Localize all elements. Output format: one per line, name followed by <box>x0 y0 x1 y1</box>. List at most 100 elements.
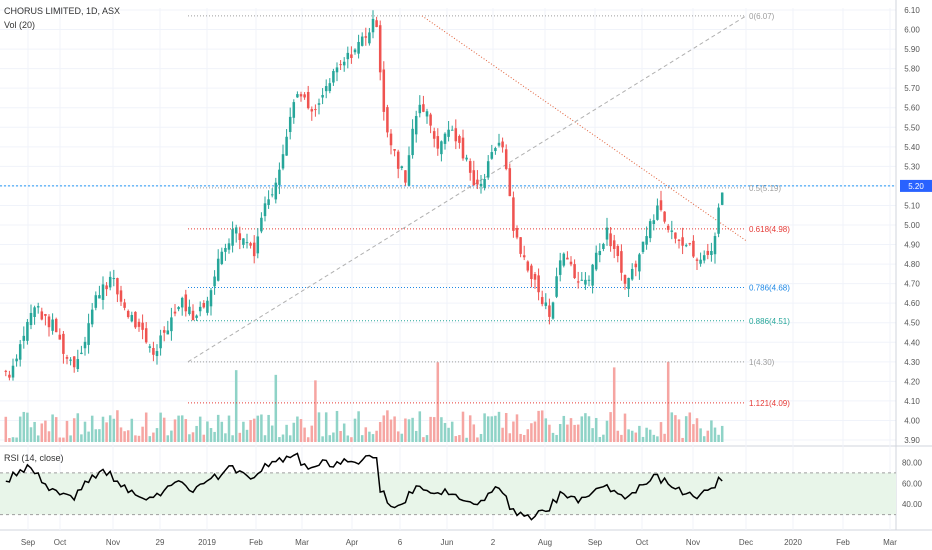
volume-bar <box>11 437 15 442</box>
symbol-title[interactable]: CHORUS LIMITED, 1D, ASX <box>4 6 121 16</box>
volume-bars <box>4 361 724 442</box>
rsi-line <box>5 452 723 521</box>
candle-body <box>44 313 47 316</box>
candle-body <box>260 217 263 232</box>
candle-body <box>623 274 627 284</box>
candle-body <box>659 200 663 210</box>
candle-body <box>33 307 36 317</box>
volume-bar <box>94 429 98 442</box>
rsi-legend[interactable]: RSI (14, close) <box>4 453 64 463</box>
volume-bar <box>515 414 519 442</box>
candle-body <box>411 128 414 156</box>
rsi-tick-label: 60.00 <box>902 479 923 488</box>
candle-body <box>638 254 641 272</box>
price-axis[interactable]: 6.10 6.00 5.90 5.80 5.70 5.60 5.50 5.40 5.30 5.20… <box>902 6 923 509</box>
volume-bar <box>479 433 483 442</box>
candle-body <box>591 264 594 286</box>
fib-level-label: 1.121(4.09) <box>749 399 790 408</box>
candle-body <box>594 252 598 270</box>
candle-body <box>184 294 188 312</box>
volume-bar <box>80 434 83 442</box>
volume-bar <box>450 421 454 442</box>
candle-body <box>105 285 108 290</box>
volume-bar <box>544 418 548 442</box>
volume-bar <box>252 418 256 442</box>
candle-body <box>616 246 620 256</box>
candle-body <box>29 312 33 326</box>
candle-body <box>285 136 288 156</box>
volume-bar <box>278 437 281 442</box>
volume-bar <box>321 436 324 442</box>
volume-bar <box>454 436 458 442</box>
candle-body <box>270 194 274 196</box>
candle-body <box>213 276 216 287</box>
candle-body <box>108 276 112 288</box>
candle-body <box>674 232 677 239</box>
volume-bar <box>220 421 224 442</box>
candle-body <box>256 236 260 254</box>
candle-body <box>400 166 404 168</box>
volume-bar <box>512 421 515 442</box>
candle-body <box>15 358 18 362</box>
volume-bar <box>256 415 260 442</box>
volume-bar <box>429 416 432 442</box>
volume-bar <box>710 420 713 442</box>
candle-body <box>688 243 692 245</box>
time-tick-label: Sep <box>588 538 603 547</box>
time-axis[interactable]: Sep Oct Nov 29 2019 Feb Mar Apr 6 Jun 2 Aug Sep Oct No… <box>21 538 897 547</box>
volume-bar <box>490 416 494 442</box>
candle-body <box>116 278 119 295</box>
volume-bar <box>159 412 162 442</box>
volume-bar <box>242 421 245 442</box>
volume-bar <box>551 432 555 442</box>
candle-body <box>494 148 497 152</box>
candle-body <box>22 335 26 341</box>
volume-legend[interactable]: Vol (20) <box>4 20 36 30</box>
rsi-panel <box>0 452 896 521</box>
volume-bar <box>407 419 411 442</box>
volume-bar <box>324 412 328 442</box>
uptrend-line <box>187 15 747 363</box>
candle-body <box>11 365 15 378</box>
candle-body <box>447 129 450 137</box>
candle-body <box>501 141 504 148</box>
volume-bar <box>152 432 155 442</box>
candle-body <box>123 302 126 308</box>
price-tick-label: 5.60 <box>904 104 920 113</box>
volume-bar <box>389 419 393 442</box>
volume-bar <box>371 434 375 442</box>
fibonacci-levels: 0(6.07) 0.5(5.19) 0.618(4.98) 0.786(4.68) 0.… <box>188 12 790 408</box>
candle-body <box>681 237 684 246</box>
price-tick-label: 5.10 <box>904 201 920 210</box>
candlestick-series <box>4 10 724 381</box>
candle-body <box>548 305 551 317</box>
volume-bar <box>310 425 314 442</box>
candle-body <box>717 207 720 234</box>
candle-body <box>512 197 515 231</box>
volume-bar <box>440 417 443 442</box>
volume-bar <box>335 410 339 442</box>
candle-body <box>566 257 569 260</box>
candle-body <box>551 302 555 319</box>
candle-body <box>238 233 242 241</box>
candle-body <box>576 281 580 283</box>
volume-bar <box>134 435 137 442</box>
candle-body <box>537 275 540 293</box>
volume-bar <box>706 430 710 442</box>
price-tick-label: 6.00 <box>904 26 920 35</box>
candle-body <box>479 183 483 187</box>
time-tick-label: Nov <box>686 538 700 547</box>
candle-body <box>278 169 281 185</box>
candle-body <box>4 370 8 372</box>
volume-bar <box>22 411 26 442</box>
volume-bar <box>472 424 476 442</box>
volume-bar <box>184 419 188 442</box>
candle-body <box>47 316 51 328</box>
candle-body <box>584 279 587 285</box>
candle-body <box>533 274 537 280</box>
volume-bar <box>119 427 123 442</box>
volume-bar <box>422 437 425 442</box>
price-tick-label: 5.30 <box>904 162 920 171</box>
volume-bar <box>436 362 440 442</box>
